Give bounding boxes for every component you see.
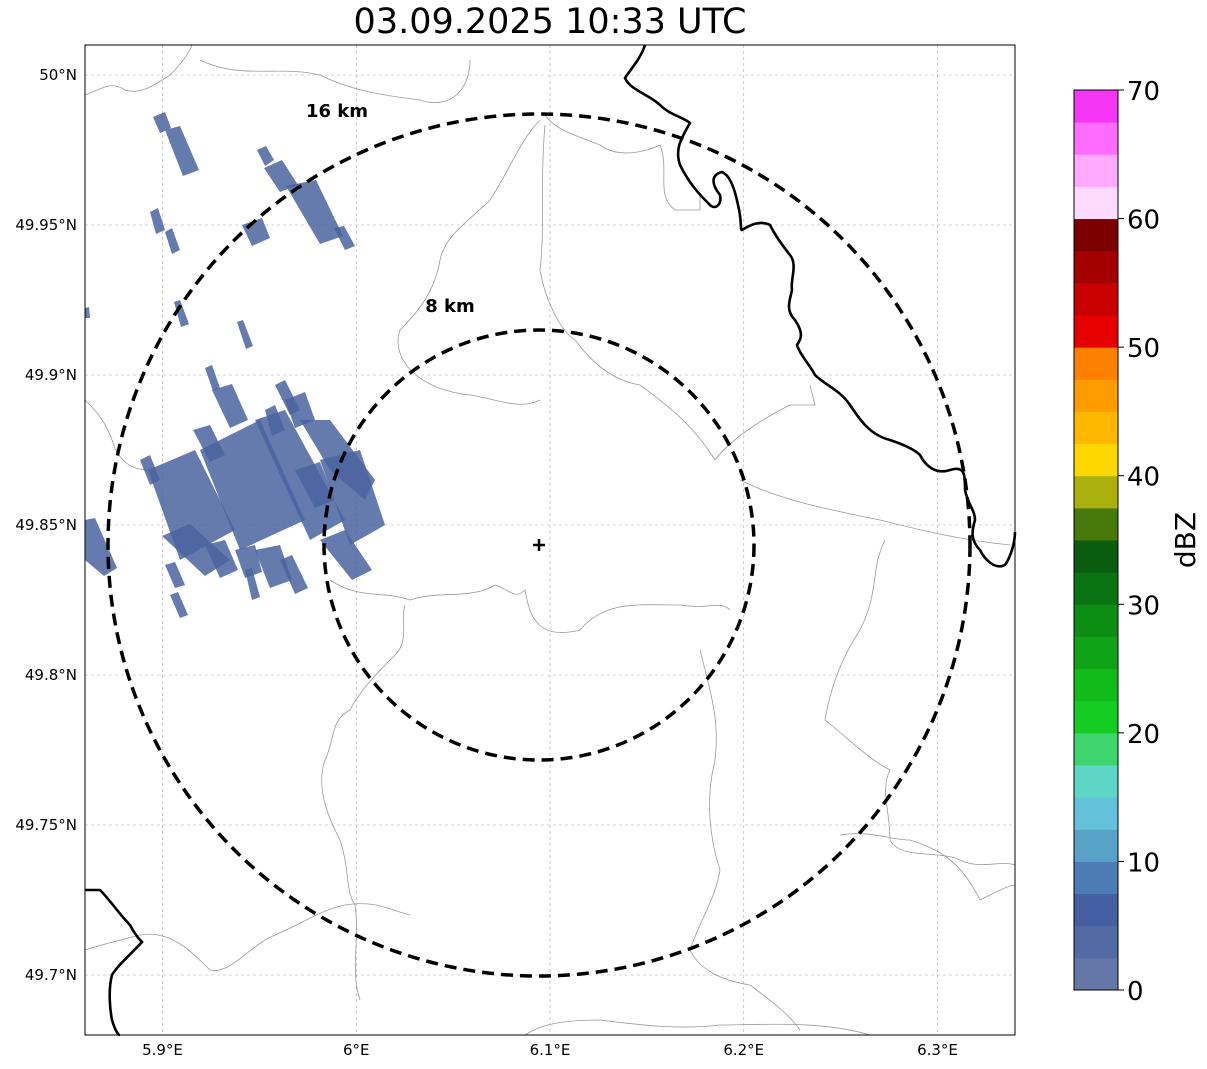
lat-tick-label: 49.75°N <box>15 816 77 834</box>
colorbar-segment <box>1074 315 1118 348</box>
echo-cell <box>264 160 298 192</box>
colorbar-segment <box>1074 732 1118 766</box>
colorbar-segment <box>1074 379 1118 412</box>
echo-cell <box>257 146 274 166</box>
colorbar-segment <box>1074 218 1118 252</box>
colorbar-tick-label: 50 <box>1127 334 1160 364</box>
echo-cell <box>205 540 238 578</box>
echo-cell <box>85 307 90 318</box>
lat-tick-label: 49.9°N <box>25 366 77 384</box>
lat-tick-label: 49.95°N <box>15 216 77 234</box>
colorbar-tick-label: 10 <box>1127 848 1160 878</box>
colorbar-segment <box>1074 154 1118 187</box>
colorbar-segment <box>1074 122 1118 155</box>
echo-cell <box>235 545 262 578</box>
axis-tick-labels: 50°N 49.95°N 49.9°N 49.85°N 49.8°N 49.75°N 49.… <box>15 66 958 1059</box>
lat-tick-label: 49.7°N <box>25 966 77 984</box>
colorbar-segment <box>1074 893 1118 927</box>
colorbar-tick-label: 70 <box>1127 77 1160 107</box>
colorbar-segment <box>1074 186 1118 220</box>
lat-tick-label: 50°N <box>39 66 77 84</box>
echo-cell <box>150 208 165 234</box>
colorbar-segment <box>1074 540 1118 573</box>
echo-cell <box>255 545 292 588</box>
colorbar-segment <box>1074 347 1118 380</box>
echo-cell <box>334 226 355 250</box>
colorbar-tick-label: 30 <box>1127 591 1160 621</box>
echo-cell <box>165 562 185 588</box>
colorbar-segment <box>1074 90 1118 123</box>
echo-cell <box>286 180 343 244</box>
ring-label-16km: 16 km <box>306 101 368 122</box>
echo-cell <box>280 555 308 594</box>
echo-cell <box>148 450 235 560</box>
colorbar-tick-label: 20 <box>1127 720 1160 750</box>
colorbar-border <box>1073 89 1119 991</box>
colorbar-segment <box>1074 668 1118 702</box>
colorbar-segment <box>1074 797 1118 830</box>
colorbar-segment <box>1074 282 1118 316</box>
colorbar-segment <box>1074 700 1118 734</box>
echo-cell <box>320 530 372 580</box>
echo-cell <box>200 420 305 550</box>
echo-cell <box>162 524 230 576</box>
echo-cell <box>265 405 285 436</box>
lon-tick-label: 6.3°E <box>917 1041 958 1059</box>
lon-tick-label: 6°E <box>343 1041 370 1059</box>
colorbar-tick-label: 0 <box>1127 977 1144 1007</box>
colorbar-segment <box>1074 572 1118 605</box>
colorbar-segment <box>1074 443 1118 477</box>
lat-tick-label: 49.8°N <box>25 666 77 684</box>
lat-tick-label: 49.85°N <box>15 516 77 534</box>
colorbar-tick-label: 60 <box>1127 206 1160 236</box>
colorbar-segment <box>1074 957 1118 991</box>
colorbar-segment <box>1074 604 1118 637</box>
colorbar-segment <box>1074 507 1118 541</box>
colorbar-label: dBZ <box>1169 512 1202 568</box>
echo-cell <box>295 462 335 508</box>
colorbar-segment <box>1074 636 1118 670</box>
colorbar-segment <box>1074 829 1118 862</box>
echo-cell <box>165 126 199 176</box>
echo-cell <box>153 112 171 133</box>
echo-cell <box>165 228 180 254</box>
colorbar: 0 10 20 30 40 50 60 70 <box>1073 77 1160 1007</box>
echo-cell <box>170 592 188 618</box>
lon-tick-label: 6.1°E <box>530 1041 571 1059</box>
map-border <box>84 44 1016 1036</box>
range-rings <box>106 112 972 978</box>
colorbar-segment <box>1074 765 1118 798</box>
colorbar-segment <box>1074 411 1118 445</box>
colorbar-tick-label: 40 <box>1127 463 1160 493</box>
range-ring-8km <box>322 328 756 762</box>
colorbar-segment <box>1074 475 1118 509</box>
radar-site-marker <box>533 539 545 551</box>
chart-title: 03.09.2025 10:33 UTC <box>353 2 747 42</box>
ring-label-8km: 8 km <box>425 296 475 317</box>
regional-boundaries <box>84 44 1016 1036</box>
colorbar-segment <box>1074 250 1118 284</box>
echo-cell <box>237 320 253 349</box>
echo-cell <box>245 568 260 600</box>
colorbar-segment <box>1074 861 1118 895</box>
colorbar-segment <box>1074 925 1118 959</box>
lon-tick-label: 5.9°E <box>142 1041 183 1059</box>
echo-cell <box>205 365 220 391</box>
radar-echoes <box>85 112 385 618</box>
echo-cell <box>212 384 248 428</box>
echo-cell <box>285 392 315 428</box>
range-ring-16km <box>106 112 972 978</box>
lon-tick-label: 6.2°E <box>723 1041 764 1059</box>
